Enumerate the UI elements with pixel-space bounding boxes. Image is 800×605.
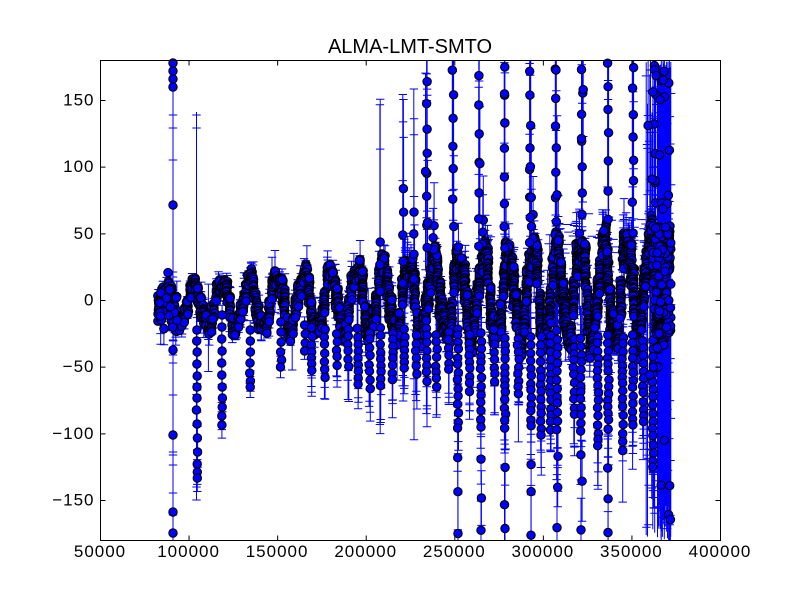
svg-text:400000: 400000 [689,542,752,561]
svg-text:−100: −100 [52,424,94,443]
svg-text:50: 50 [74,224,95,243]
svg-text:0: 0 [84,291,94,310]
svg-text:150000: 150000 [246,542,309,561]
svg-text:100: 100 [63,157,94,176]
svg-text:−50: −50 [63,357,95,376]
svg-text:100000: 100000 [157,542,220,561]
svg-text:50000: 50000 [74,542,126,561]
svg-text:250000: 250000 [423,542,486,561]
svg-text:−150: −150 [52,491,94,510]
svg-text:300000: 300000 [512,542,575,561]
svg-text:ALMA-LMT-SMTO: ALMA-LMT-SMTO [328,36,492,58]
svg-text:150: 150 [63,91,94,110]
svg-text:350000: 350000 [600,542,663,561]
svg-text:200000: 200000 [334,542,397,561]
